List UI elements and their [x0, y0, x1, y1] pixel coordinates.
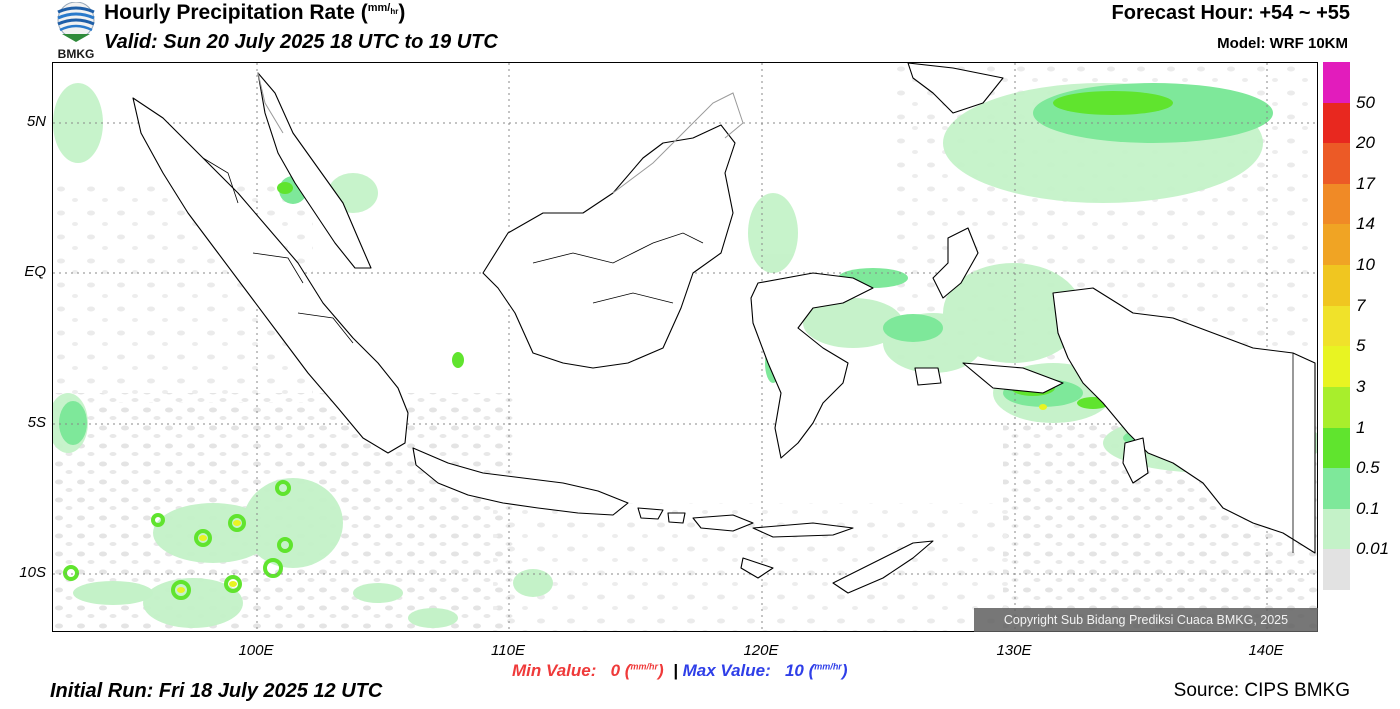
seram — [962, 362, 1064, 394]
borneo — [482, 124, 736, 369]
malay-peninsula — [257, 72, 372, 269]
bmkg-logo: BMKG — [52, 1, 100, 61]
lombok — [667, 512, 686, 524]
lat-label-5s: 5S — [27, 414, 46, 431]
sumatra — [132, 97, 409, 454]
legend-label: 0.01 — [1356, 539, 1390, 559]
papua — [1052, 287, 1316, 554]
legend-label: 50 — [1356, 92, 1375, 112]
sulawesi — [750, 272, 874, 459]
logo-text: BMKG — [58, 47, 95, 60]
forecast-hour: Forecast Hour: +54 ~ +55 — [1111, 2, 1350, 24]
max-value: 10 — [784, 661, 804, 680]
title-unit-num: mm — [367, 2, 388, 14]
title-unit-den: hr — [390, 7, 399, 17]
lon-label-130e: 130E — [996, 642, 1032, 659]
legend-label: 14 — [1356, 214, 1375, 234]
lon-label-100e: 100E — [238, 642, 274, 659]
legend-swatch — [1323, 62, 1350, 104]
initial-run: Initial Run: Fri 18 July 2025 12 UTC — [50, 680, 383, 702]
legend-swatch — [1323, 102, 1350, 144]
min-label: Min Value: — [512, 661, 597, 680]
landmasses — [132, 63, 1316, 594]
source-credit: Source: CIPS BMKG — [1173, 680, 1350, 701]
min-max-values: Min Value: 0 (mm/hr) | Max Value: 10 (mm… — [512, 661, 848, 680]
min-value: 0 — [610, 661, 621, 680]
legend-swatch — [1323, 386, 1350, 429]
sumba — [740, 557, 774, 579]
legend-label: 5 — [1356, 336, 1366, 356]
legend-swatch — [1323, 549, 1350, 591]
legend-swatch — [1323, 305, 1350, 347]
sumbawa — [692, 514, 754, 532]
copyright-notice: Copyright Sub Bidang Prediksi Cuaca BMKG… — [974, 608, 1318, 632]
rain-cells-southwest-light — [73, 569, 553, 628]
mindanao — [907, 63, 1004, 114]
chart-title: Hourly Precipitation Rate (mm/hr) — [104, 1, 406, 24]
legend-swatch — [1323, 427, 1350, 469]
timor — [832, 540, 934, 594]
legend-label: 20 — [1356, 133, 1375, 153]
legend-label: 7 — [1356, 295, 1366, 315]
title-close: ) — [398, 1, 406, 24]
legend-label: 3 — [1356, 376, 1366, 396]
legend-swatch — [1323, 143, 1350, 185]
max-label: Max Value: — [682, 661, 771, 680]
rain-cells-southwest — [63, 480, 293, 600]
legend-label: 10 — [1356, 255, 1375, 275]
legend-label: 1 — [1356, 417, 1366, 437]
lon-label-110e: 110E — [491, 642, 525, 659]
lat-label-10s: 10S — [19, 564, 46, 581]
lon-label-140e: 140E — [1248, 642, 1284, 659]
legend-swatch — [1323, 508, 1350, 550]
title-text: Hourly Precipitation Rate ( — [104, 1, 368, 24]
legend-swatch — [1323, 265, 1350, 307]
legend-label: 0.1 — [1356, 498, 1380, 518]
legend-colorbar — [1323, 62, 1350, 591]
legend-label: 17 — [1356, 173, 1375, 193]
valid-time: Valid: Sun 20 July 2025 18 UTC to 19 UTC — [104, 31, 498, 53]
legend-swatch — [1323, 468, 1350, 510]
legend-swatch — [1323, 224, 1350, 266]
lat-label-eq: EQ — [24, 263, 46, 280]
legend-swatch — [1323, 346, 1350, 388]
lat-label-5n: 5N — [26, 113, 46, 130]
separator: | — [673, 661, 678, 680]
borders — [202, 157, 1294, 553]
model-name: Model: WRF 10KM — [1217, 35, 1348, 52]
buru — [914, 367, 942, 386]
java — [412, 447, 629, 516]
aru — [1122, 437, 1149, 484]
legend-swatch — [1323, 183, 1350, 225]
halmahera — [932, 227, 979, 299]
lesser-sunda-west — [637, 507, 664, 520]
precipitation-map — [52, 62, 1318, 632]
lon-label-120e: 120E — [743, 642, 779, 659]
legend-label: 0.5 — [1356, 458, 1380, 478]
neighbor-coasts — [257, 72, 744, 194]
flores — [752, 522, 854, 538]
